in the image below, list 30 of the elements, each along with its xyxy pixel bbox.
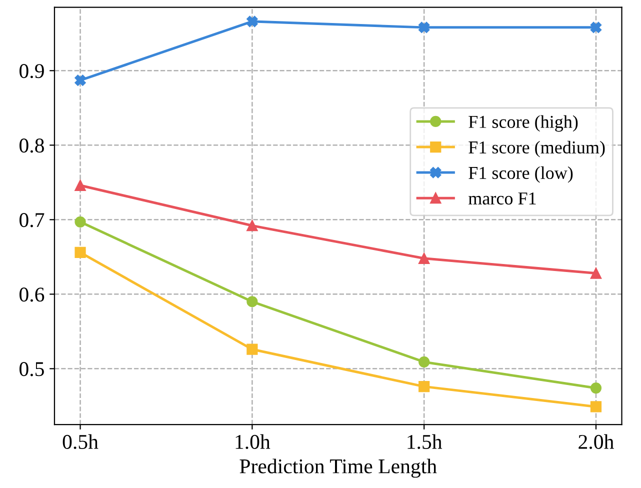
y-tick-label: 0.5	[20, 362, 44, 376]
point	[74, 74, 86, 86]
y-tick-label: 0.8	[20, 138, 44, 153]
point	[74, 216, 86, 228]
y-tick-label: 0.9	[20, 64, 44, 78]
point	[418, 252, 430, 264]
point	[74, 180, 86, 191]
legend-label: F1 score (high)	[468, 115, 578, 132]
point	[418, 356, 430, 368]
point	[590, 268, 602, 279]
point	[246, 16, 258, 28]
point	[246, 220, 258, 232]
legend-label: F1 score (medium)	[468, 140, 605, 158]
point	[246, 296, 258, 308]
point	[418, 381, 430, 392]
x-tick-label: 0.5h	[62, 434, 98, 450]
x-axis-title: Prediction Time Length	[240, 458, 437, 478]
point	[590, 22, 602, 33]
point	[590, 382, 602, 394]
point	[74, 246, 86, 258]
legend-label: marco F1	[468, 192, 536, 205]
legend-label: F1 score (low)	[468, 166, 573, 183]
x-tick-label: 1.5h	[408, 434, 442, 450]
x-tick-label: 2.0h	[578, 434, 614, 450]
point	[590, 401, 602, 412]
point	[246, 344, 258, 355]
point	[418, 22, 430, 33]
y-tick-label: 0.7	[20, 213, 44, 228]
x-tick-label: 1.0h	[236, 434, 270, 450]
y-tick-label: 0.6	[20, 288, 44, 302]
